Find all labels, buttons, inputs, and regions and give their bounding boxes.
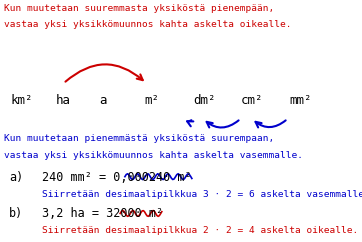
Text: ha: ha [56,94,71,107]
Text: Siirretään desimaalipilkkua 3 · 2 = 6 askelta vasemmalle.: Siirretään desimaalipilkkua 3 · 2 = 6 as… [42,190,362,199]
Text: 3,2 ha = 32000 m²: 3,2 ha = 32000 m² [42,207,163,220]
Text: vastaa yksi yksikkömuunnos kahta askelta oikealle.: vastaa yksi yksikkömuunnos kahta askelta… [4,20,291,29]
Text: mm²: mm² [290,94,312,107]
Text: m²: m² [145,94,160,107]
Text: dm²: dm² [194,94,216,107]
Text: cm²: cm² [241,94,263,107]
Text: b): b) [9,207,23,220]
Text: Kun muutetaan pienemmästä yksiköstä suurempaan,: Kun muutetaan pienemmästä yksiköstä suur… [4,134,274,143]
Text: km²: km² [11,94,33,107]
Text: a: a [100,94,107,107]
Text: a): a) [9,171,23,184]
Text: Siirretään desimaalipilkkua 2 · 2 = 4 askelta oikealle.: Siirretään desimaalipilkkua 2 · 2 = 4 as… [42,226,358,235]
Text: Kun muutetaan suuremmasta yksiköstä pienempään,: Kun muutetaan suuremmasta yksiköstä pien… [4,4,274,13]
Text: vastaa yksi yksikkömuunnos kahta askelta vasemmalle.: vastaa yksi yksikkömuunnos kahta askelta… [4,151,303,159]
Text: 240 mm² = 0,000240 m²: 240 mm² = 0,000240 m² [42,171,191,184]
